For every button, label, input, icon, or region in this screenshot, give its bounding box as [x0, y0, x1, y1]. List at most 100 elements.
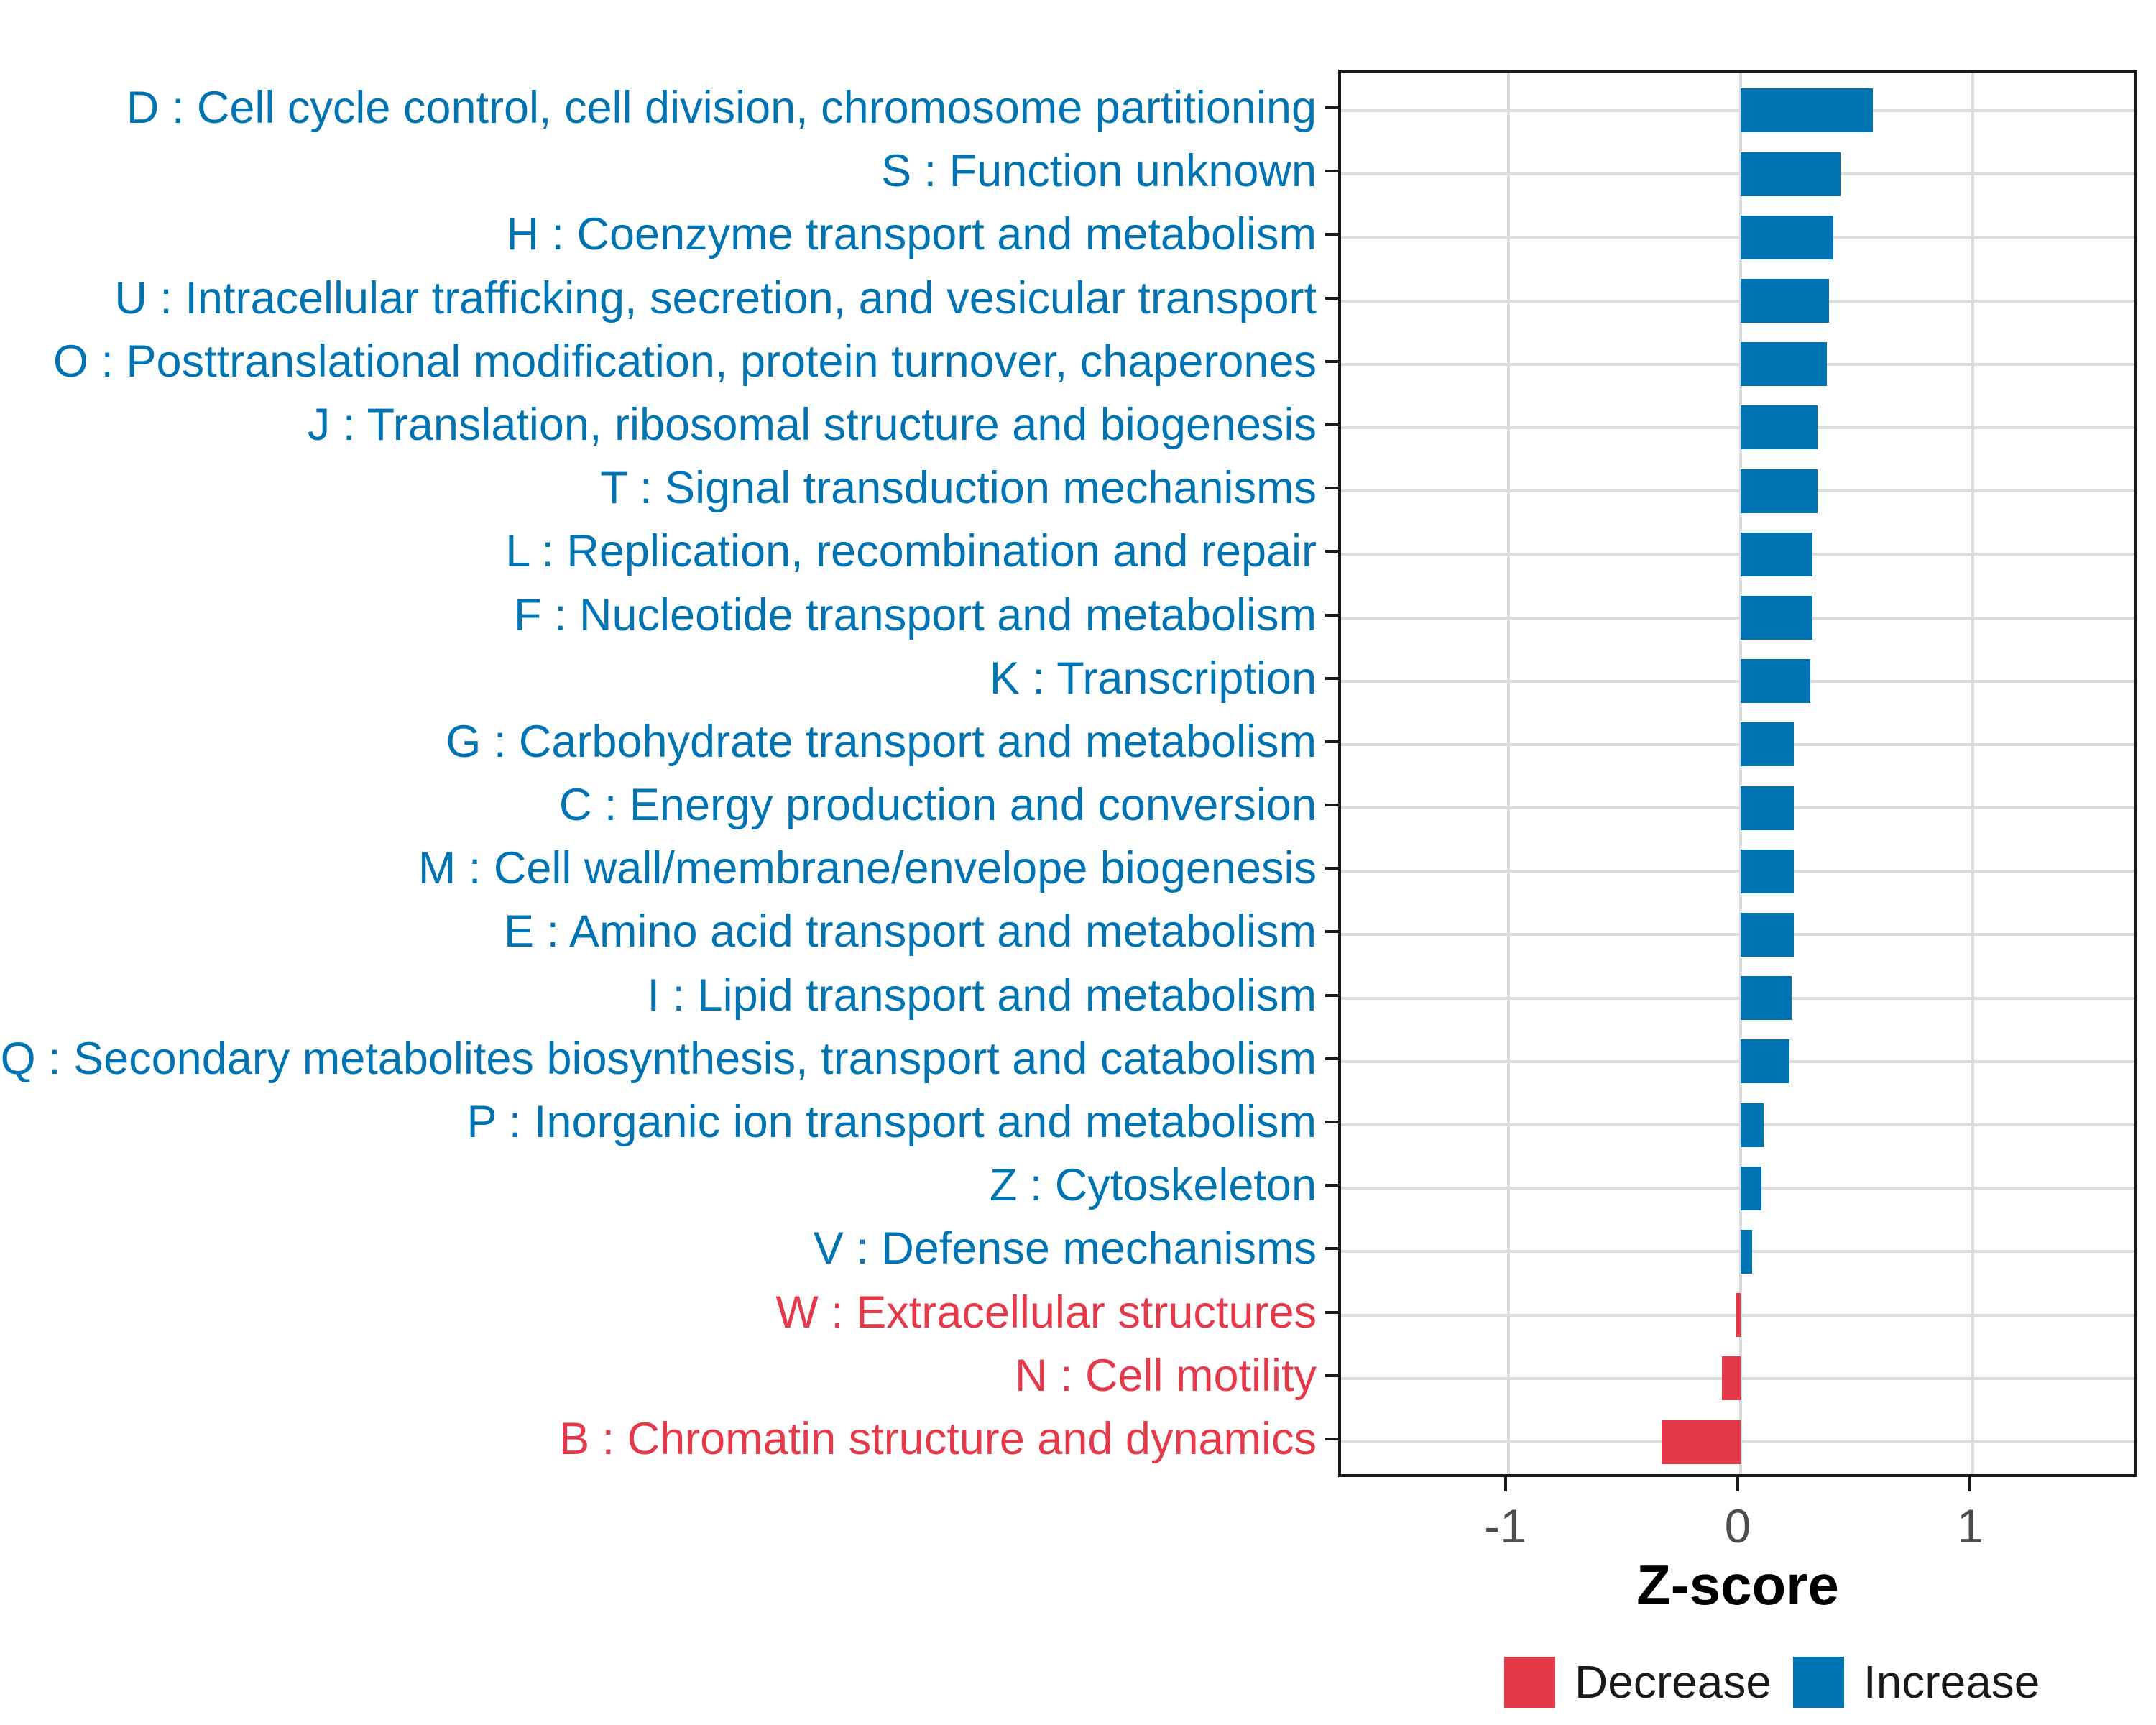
y-gridline [1341, 236, 2134, 239]
x-tick-label: 0 [1724, 1499, 1751, 1552]
y-gridline [1341, 172, 2134, 176]
y-axis-label: E : Amino acid transport and metabolism [503, 906, 1317, 957]
y-axis-label: V : Defense mechanisms [813, 1223, 1317, 1274]
y-gridline [1341, 616, 2134, 620]
legend: Decrease Increase [1504, 1655, 2040, 1708]
y-axis-label: B : Chromatin structure and dynamics [559, 1414, 1317, 1465]
y-gridline [1341, 996, 2134, 1000]
y-tick [1325, 233, 1338, 236]
y-axis-label: Q : Secondary metabolites biosynthesis, … [0, 1033, 1317, 1084]
legend-key-decrease [1504, 1656, 1555, 1708]
x-tick [1968, 1477, 1972, 1491]
y-gridline [1341, 742, 2134, 746]
y-axis-label: O : Posttranslational modification, prot… [53, 336, 1317, 387]
bar-increase [1741, 912, 1795, 957]
y-gridline [1341, 870, 2134, 873]
y-axis-label: Z : Cytoskeleton [989, 1160, 1317, 1211]
y-gridline [1341, 109, 2134, 112]
y-tick [1325, 1310, 1338, 1314]
y-gridline [1341, 679, 2134, 683]
y-gridline [1341, 1123, 2134, 1127]
bar-increase [1741, 976, 1792, 1021]
y-tick [1325, 1247, 1338, 1251]
y-gridline [1341, 1059, 2134, 1063]
x-gridline [1506, 73, 1510, 1474]
bar-increase [1741, 849, 1795, 893]
y-gridline [1341, 806, 2134, 810]
bar-increase [1741, 469, 1818, 513]
bar-increase [1741, 342, 1827, 387]
bar-increase [1741, 596, 1813, 640]
x-gridline [1971, 73, 1975, 1474]
legend-label: Decrease [1575, 1656, 1772, 1708]
y-axis-label: C : Energy production and conversion [558, 780, 1317, 831]
y-tick [1325, 804, 1338, 807]
bar-increase [1741, 405, 1818, 450]
y-tick [1325, 296, 1338, 300]
y-axis-label: M : Cell wall/membrane/envelope biogenes… [418, 843, 1317, 894]
y-axis-label: L : Replication, recombination and repai… [505, 526, 1317, 577]
bar-increase [1741, 722, 1795, 767]
y-tick [1325, 550, 1338, 553]
y-tick [1325, 423, 1338, 426]
y-tick [1325, 170, 1338, 173]
y-tick [1325, 867, 1338, 870]
y-axis-label: H : Coenzyme transport and metabolism [506, 209, 1317, 260]
x-tick-label: 1 [1957, 1499, 1984, 1552]
bar-increase [1741, 659, 1811, 704]
x-tick [1503, 1477, 1507, 1491]
y-tick [1325, 1121, 1338, 1124]
x-tick [1736, 1477, 1739, 1491]
y-gridline [1341, 1187, 2134, 1190]
y-axis-label: K : Transcription [989, 653, 1317, 704]
y-axis-label: J : Translation, ribosomal structure and… [307, 399, 1317, 450]
bar-increase [1741, 532, 1813, 576]
y-axis-label: U : Intracellular trafficking, secretion… [114, 272, 1317, 323]
y-gridline [1341, 1250, 2134, 1254]
y-tick [1325, 1057, 1338, 1060]
legend-key-increase [1792, 1656, 1844, 1708]
bar-increase [1741, 279, 1829, 323]
y-axis-label: F : Nucleotide transport and metabolism [513, 589, 1317, 640]
y-tick [1325, 613, 1338, 617]
y-gridline [1341, 362, 2134, 366]
legend-label: Increase [1863, 1656, 2040, 1708]
bar-increase [1741, 152, 1841, 196]
y-tick [1325, 740, 1338, 743]
y-tick [1325, 993, 1338, 997]
y-gridline [1341, 299, 2134, 303]
y-tick [1325, 487, 1338, 490]
y-axis-label: D : Cell cycle control, cell division, c… [126, 82, 1317, 133]
x-axis-title: Z-score [1636, 1553, 1839, 1616]
bar-increase [1741, 1103, 1764, 1147]
legend-item: Decrease [1504, 1655, 1772, 1708]
y-axis-label: T : Signal transduction mechanisms [600, 463, 1317, 514]
y-axis-label: S : Function unknown [881, 146, 1317, 197]
y-gridline [1341, 933, 2134, 937]
y-gridline [1341, 489, 2134, 493]
y-tick [1325, 1438, 1338, 1441]
bar-increase [1741, 1166, 1762, 1210]
y-tick [1325, 1374, 1338, 1377]
y-tick [1325, 106, 1338, 109]
plot-panel [1338, 70, 2137, 1477]
y-gridline [1341, 553, 2134, 556]
y-tick [1325, 930, 1338, 934]
bar-increase [1741, 1039, 1789, 1084]
y-axis-label: G : Carbohydrate transport and metabolis… [446, 716, 1317, 767]
bar-decrease [1722, 1356, 1741, 1401]
y-tick [1325, 359, 1338, 363]
y-axis-label: N : Cell motility [1014, 1350, 1317, 1401]
bar-decrease [1662, 1420, 1741, 1464]
y-tick [1325, 1184, 1338, 1187]
y-tick [1325, 676, 1338, 680]
bar-increase [1741, 786, 1795, 830]
bar-increase [1741, 88, 1874, 133]
y-gridline [1341, 426, 2134, 429]
bar-increase [1741, 215, 1834, 259]
legend-item: Increase [1792, 1655, 2040, 1708]
x-tick-label: -1 [1484, 1499, 1526, 1552]
bar-increase [1741, 1229, 1753, 1274]
y-axis-label: P : Inorganic ion transport and metaboli… [466, 1097, 1317, 1148]
